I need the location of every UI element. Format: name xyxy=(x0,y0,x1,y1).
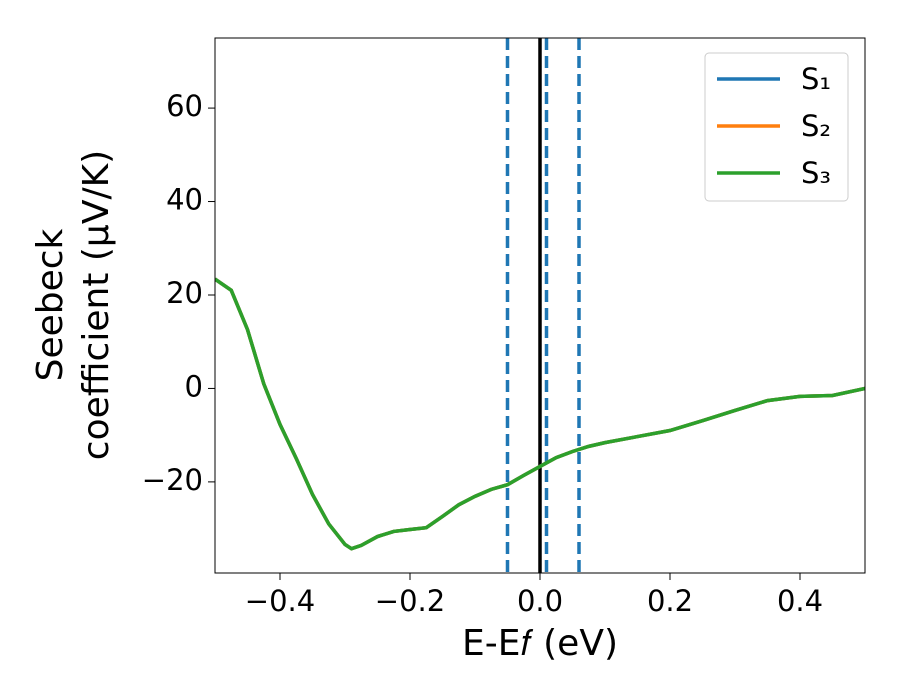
y-tick-label: 0 xyxy=(185,369,203,403)
legend-label: S₁ xyxy=(801,62,831,96)
y-tick-label: −20 xyxy=(142,463,203,497)
x-tick-label: 0.0 xyxy=(517,584,563,618)
x-axis-label: E-E𝑓 (eV) xyxy=(462,623,618,664)
x-tick-label: 0.4 xyxy=(777,584,823,618)
legend-label: S₃ xyxy=(801,156,831,190)
series-line xyxy=(215,277,865,551)
plot-frame xyxy=(214,37,866,574)
legend-label: S₂ xyxy=(801,109,831,143)
x-tick-label: −0.4 xyxy=(245,584,315,618)
x-tick-label: −0.2 xyxy=(375,584,445,618)
y-tick-label: 40 xyxy=(166,183,203,217)
x-tick-label: 0.2 xyxy=(647,584,693,618)
y-tick-label: 20 xyxy=(166,276,203,310)
y-axis-label: Seebeck xyxy=(30,228,71,381)
plot-area xyxy=(215,38,865,573)
y-tick-label: 60 xyxy=(166,89,203,123)
y-axis-label: coefficient (μV/K) xyxy=(76,150,117,460)
